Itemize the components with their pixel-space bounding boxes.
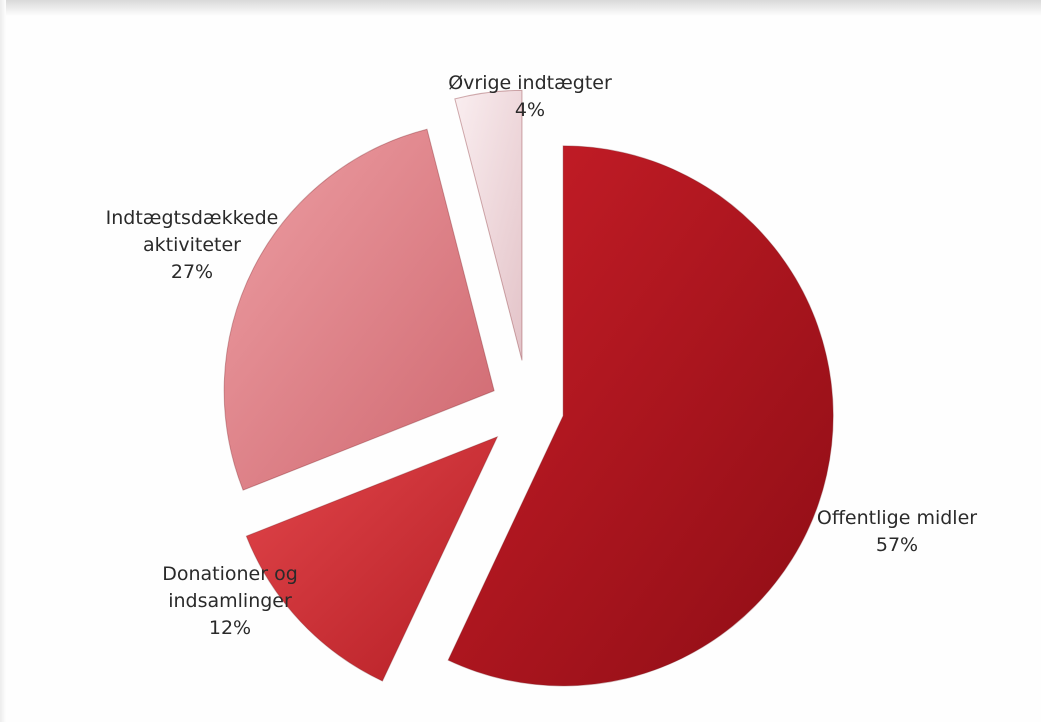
slice-percent: 4% [514, 99, 546, 121]
slice-name-line-2: aktiviteter [143, 234, 241, 256]
slice-label-offentlige-midler: Offentlige midler 57% [792, 505, 1002, 559]
slice-percent: 27% [170, 261, 214, 283]
slice-name-line-1: Indtægtsdækkede [105, 207, 279, 229]
pie-slice [245, 435, 499, 682]
slice-name-line-2: indsamlinger [168, 590, 292, 612]
slice-percent: 12% [208, 617, 252, 639]
pie-slice [447, 145, 834, 687]
slice-name-line-1: Donationer og [162, 563, 298, 585]
scan-top-edge [0, 0, 1041, 16]
slice-name: Offentlige midler [816, 507, 978, 529]
slice-percent: 57% [875, 534, 919, 556]
scan-left-edge [0, 0, 6, 722]
slice-name: Øvrige indtægter [448, 72, 612, 94]
pie-slice [223, 128, 495, 491]
slice-label-donationer: Donationer og indsamlinger 12% [130, 561, 330, 642]
slice-label-indtaegtsdaekkede: Indtægtsdækkede aktiviteter 27% [82, 205, 302, 286]
pie-slice [454, 89, 523, 361]
slice-label-oevrige: Øvrige indtægter 4% [430, 70, 630, 124]
